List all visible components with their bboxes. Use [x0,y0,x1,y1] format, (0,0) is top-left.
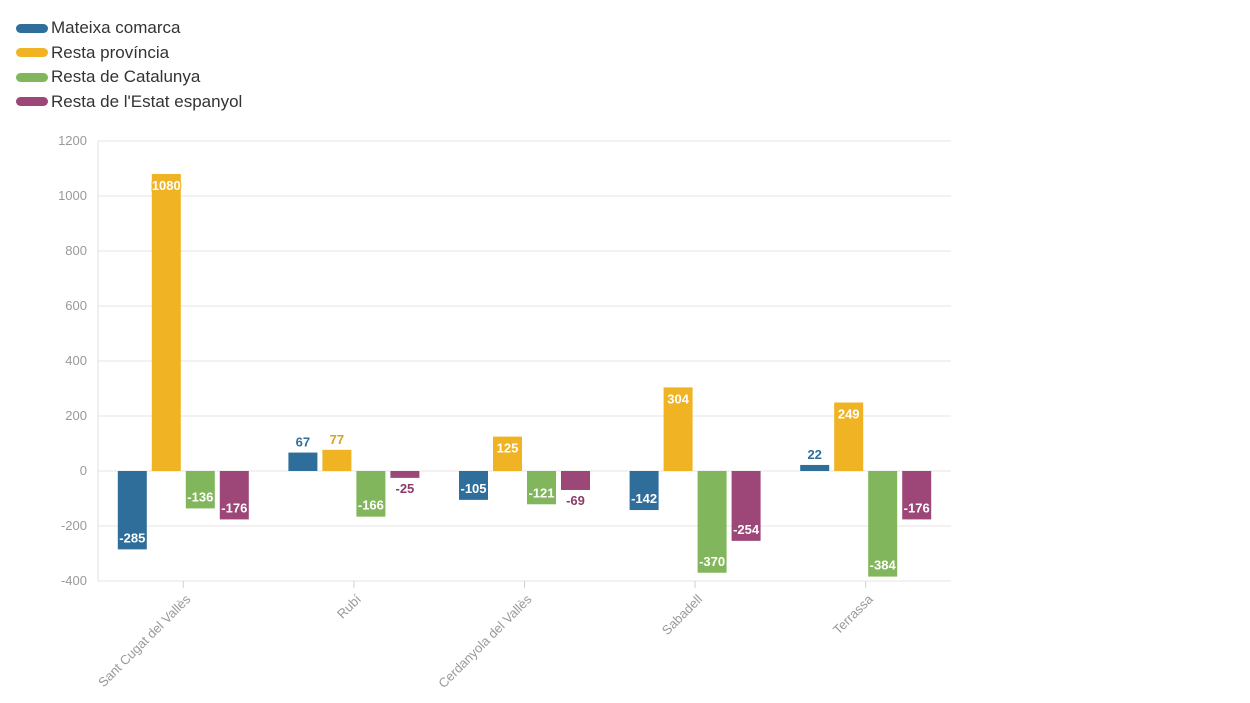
y-tick-label: -400 [61,573,87,588]
bar-resta-de-l-estat-espanyol-sant-cugat-del-valles [219,471,249,520]
y-tick-label: 200 [65,408,87,423]
y-tick-label: 0 [80,463,87,478]
data-label-resta-de-l-estat-espanyol-terrassa: -176 [904,500,930,515]
y-tick-label: 600 [65,298,87,313]
x-tick-label: Sabadell [659,591,705,637]
data-label-mateixa-comarca-sabadell: -142 [631,491,657,506]
legend-label-mateixa-comarca: Mateixa comarca [51,18,181,38]
bar-resta-de-catalunya-sant-cugat-del-valles [185,471,215,509]
y-tick-label: 1200 [58,133,87,148]
data-label-resta-de-l-estat-espanyol-cerdanyola-del-valles: -69 [566,493,585,508]
data-label-resta-de-catalunya-cerdanyola-del-valles: -121 [528,485,554,500]
bar-resta-provincia-sant-cugat-del-valles [151,174,181,471]
legend-label-resta-provincia: Resta província [51,42,170,62]
bar-resta-de-l-estat-espanyol-terrassa [902,471,932,520]
x-tick-label: Cerdanyola del Vallès [435,591,535,691]
bar-mateixa-comarca-terrassa [800,464,830,471]
x-tick-label: Sant Cugat del Vallès [95,591,194,690]
legend-swatch-resta-estat [16,97,48,107]
legend-label-resta-catalunya: Resta de Catalunya [51,67,201,87]
data-label-resta-de-catalunya-terrassa: -384 [870,558,897,573]
data-label-resta-provincia-terrassa: 249 [838,407,860,422]
data-label-resta-provincia-cerdanyola-del-valles: 125 [497,441,519,456]
bar-resta-de-catalunya-terrassa [868,471,898,577]
y-tick-label: 800 [65,243,87,258]
bar-resta-provincia-cerdanyola-del-valles [493,436,522,471]
bar-resta-de-l-estat-espanyol-rubi [390,471,420,478]
legend-label-resta-estat: Resta de l'Estat espanyol [51,91,243,111]
bar-mateixa-comarca-cerdanyola-del-valles [459,471,488,500]
data-label-resta-de-l-estat-espanyol-sabadell: -254 [733,522,760,537]
x-tick-label: Terrassa [830,591,876,637]
data-label-resta-de-l-estat-espanyol-sant-cugat-del-valles: -176 [221,500,247,515]
legend-item-resta-provincia[interactable]: Resta província [16,41,242,66]
data-label-mateixa-comarca-sant-cugat-del-valles: -285 [119,530,145,545]
bar-resta-de-catalunya-rubi [356,471,386,517]
bar-resta-de-l-estat-espanyol-cerdanyola-del-valles [561,471,590,490]
legend-item-mateixa-comarca[interactable]: Mateixa comarca [16,16,242,41]
data-label-resta-provincia-sabadell: 304 [667,391,689,406]
bar-mateixa-comarca-sabadell [629,471,659,511]
data-label-resta-provincia-rubi: 77 [330,432,344,447]
data-label-resta-provincia-sant-cugat-del-valles: 1080 [152,178,181,193]
bar-resta-de-catalunya-cerdanyola-del-valles [527,471,556,505]
bar-mateixa-comarca-sant-cugat-del-valles [117,471,147,550]
chart-legend: Mateixa comarca Resta província Resta de… [16,16,242,114]
x-tick-label: Rubí [334,591,364,621]
bar-resta-provincia-sabadell [663,387,693,471]
data-label-mateixa-comarca-rubi: 67 [296,435,310,450]
data-label-mateixa-comarca-cerdanyola-del-valles: -105 [460,481,486,496]
data-label-resta-de-l-estat-espanyol-rubi: -25 [396,481,415,496]
y-tick-label: 400 [65,353,87,368]
bar-resta-de-catalunya-sabadell [697,471,727,573]
y-tick-label: -200 [61,518,87,533]
bar-resta-provincia-terrassa [834,402,864,471]
data-label-resta-de-catalunya-sabadell: -370 [699,554,725,569]
bar-resta-de-l-estat-espanyol-sabadell [731,471,761,541]
data-label-resta-de-catalunya-rubi: -166 [358,498,384,513]
legend-swatch-resta-catalunya [16,72,48,82]
legend-swatch-mateixa-comarca [16,23,48,33]
legend-swatch-resta-provincia [16,48,48,58]
data-label-mateixa-comarca-terrassa: 22 [807,447,821,462]
y-tick-label: 1000 [58,188,87,203]
bar-resta-provincia-rubi [322,449,352,471]
legend-item-resta-catalunya[interactable]: Resta de Catalunya [16,65,242,90]
data-label-resta-de-catalunya-sant-cugat-del-valles: -136 [187,489,213,504]
legend-item-resta-estat[interactable]: Resta de l'Estat espanyol [16,90,242,115]
bar-mateixa-comarca-rubi [288,452,318,471]
